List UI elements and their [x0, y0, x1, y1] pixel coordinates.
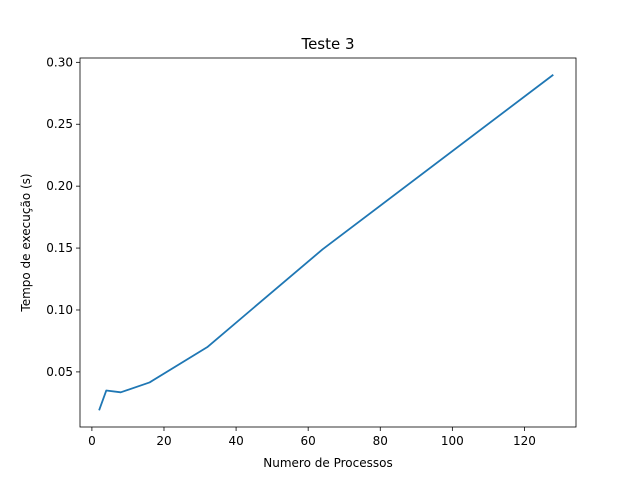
x-axis-label: Numero de Processos: [263, 456, 392, 470]
plot-frame: [79, 57, 577, 428]
y-tick-label: 0.15: [46, 241, 73, 255]
plot-area: 0 20 40 60 80 100 120 0.05 0.10 0.15 0.20 0.25 0.30: [46, 55, 554, 448]
y-tick-label: 0.10: [46, 303, 73, 317]
x-tick-label: 120: [513, 434, 536, 448]
x-tick-label: 60: [301, 434, 316, 448]
y-tick-label: 0.25: [46, 117, 73, 131]
x-tick-label: 100: [441, 434, 464, 448]
y-tick-label: 0.30: [46, 55, 73, 69]
y-tick-label: 0.05: [46, 365, 73, 379]
chart-title: Teste 3: [300, 35, 354, 53]
x-tick-label: 0: [88, 434, 96, 448]
series-line: [98, 74, 554, 411]
x-tick-label: 80: [373, 434, 388, 448]
x-tick-label: 40: [228, 434, 243, 448]
y-axis-label: Tempo de execução (s): [19, 173, 33, 312]
x-tick-label: 20: [156, 434, 171, 448]
y-tick-label: 0.20: [46, 179, 73, 193]
